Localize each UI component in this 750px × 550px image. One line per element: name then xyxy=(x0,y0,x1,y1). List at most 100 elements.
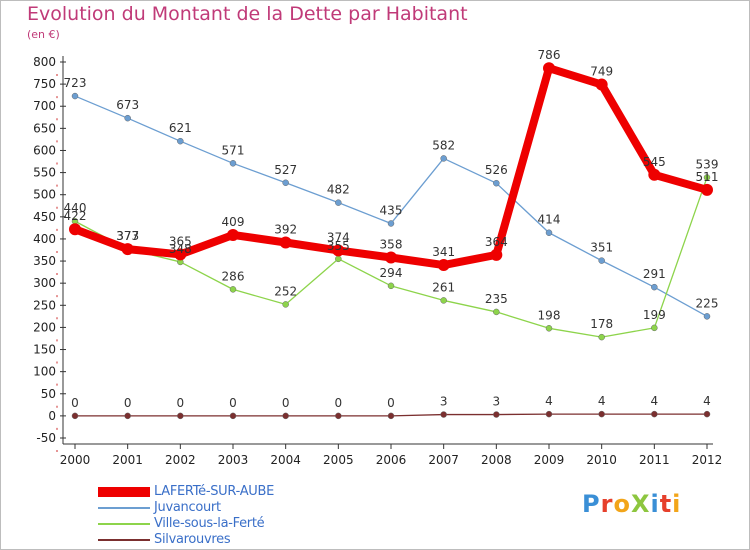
data-label: 435 xyxy=(380,203,403,217)
y-tick-label: 250 xyxy=(33,298,56,312)
data-point xyxy=(121,243,134,256)
x-tick-label: 2004 xyxy=(270,453,301,467)
data-label: 527 xyxy=(274,163,297,177)
data-point xyxy=(174,248,187,261)
data-label: 364 xyxy=(485,235,508,249)
data-point xyxy=(177,137,184,145)
data-point xyxy=(335,255,342,263)
data-label: 571 xyxy=(222,143,245,157)
data-label: 0 xyxy=(229,396,237,410)
data-point xyxy=(385,251,397,264)
legend-swatch xyxy=(98,487,150,497)
data-point xyxy=(124,412,131,420)
data-label: 786 xyxy=(538,48,561,62)
data-label: 511 xyxy=(696,170,719,184)
data-point xyxy=(493,179,500,187)
x-tick-label: 2007 xyxy=(428,453,459,467)
x-tick-label: 2006 xyxy=(376,453,407,467)
data-label: 198 xyxy=(538,308,561,322)
data-label: 482 xyxy=(327,183,350,197)
logo-letter: i xyxy=(650,490,660,518)
legend-swatch xyxy=(98,539,150,541)
data-label: 526 xyxy=(485,163,508,177)
data-label: 673 xyxy=(116,98,139,112)
data-point xyxy=(69,223,81,236)
logo-letter: X xyxy=(630,490,651,518)
y-tick-label: 50 xyxy=(41,387,56,401)
data-point xyxy=(229,412,237,420)
data-label: 291 xyxy=(643,267,666,281)
chart-title: Evolution du Montant de la Dette par Hab… xyxy=(27,3,468,25)
data-label: 4 xyxy=(545,394,553,408)
data-label: 582 xyxy=(432,138,455,152)
data-label: 0 xyxy=(177,396,185,410)
y-tick-label: 500 xyxy=(33,188,56,202)
data-point xyxy=(177,412,184,420)
data-point xyxy=(440,411,447,418)
proxiti-logo: ProXiti xyxy=(582,490,681,518)
chart-unit-label: (en €) xyxy=(27,28,60,41)
data-label: 377 xyxy=(116,229,139,243)
data-point xyxy=(598,257,605,264)
legend-swatch xyxy=(98,523,150,525)
data-label: 235 xyxy=(485,292,508,306)
data-label: 0 xyxy=(335,396,343,410)
data-label: 358 xyxy=(380,238,403,252)
y-tick-label: 0 xyxy=(48,409,56,423)
data-label: 4 xyxy=(598,394,606,408)
data-point xyxy=(282,301,289,308)
data-label: 373 xyxy=(116,229,139,243)
x-tick-label: 2000 xyxy=(60,453,91,467)
data-point xyxy=(229,160,237,167)
legend-label: Silvarouvres xyxy=(154,532,231,547)
y-tick-label: 100 xyxy=(33,365,56,379)
data-point xyxy=(651,324,658,332)
y-tick-label: 400 xyxy=(33,232,56,246)
data-label: 621 xyxy=(169,121,192,135)
data-label: 199 xyxy=(643,308,666,322)
y-tick-label: -50 xyxy=(36,431,56,445)
data-point xyxy=(545,229,553,236)
y-tick-label: 550 xyxy=(33,166,56,180)
data-point xyxy=(71,92,79,100)
data-point xyxy=(545,325,553,332)
data-label: 4 xyxy=(703,394,711,408)
data-point xyxy=(598,333,605,341)
data-point xyxy=(651,410,658,418)
x-tick-label: 2001 xyxy=(112,453,143,467)
data-point xyxy=(71,412,79,420)
data-label: 539 xyxy=(696,157,719,171)
legend-label: LAFERTé-SUR-AUBE xyxy=(154,484,275,499)
y-tick-label: 150 xyxy=(33,343,56,357)
data-label: 545 xyxy=(643,155,666,169)
data-label: 0 xyxy=(282,396,290,410)
data-label: 749 xyxy=(590,65,613,79)
logo-letter: t xyxy=(659,490,673,518)
data-label: 4 xyxy=(651,394,659,408)
data-point xyxy=(282,412,289,420)
data-point xyxy=(335,199,342,206)
logo-letter: r xyxy=(600,490,614,518)
logo-letter: i xyxy=(672,490,682,518)
data-label: 0 xyxy=(71,396,79,410)
data-point xyxy=(493,308,500,316)
data-point xyxy=(229,286,237,293)
data-point xyxy=(703,313,711,320)
data-label: 440 xyxy=(64,201,87,215)
data-point xyxy=(124,114,131,122)
y-tick-label: 650 xyxy=(33,121,56,135)
data-point xyxy=(701,183,713,196)
x-tick-label: 2008 xyxy=(481,453,512,467)
y-tick-label: 350 xyxy=(33,254,56,268)
data-label: 294 xyxy=(380,266,403,280)
data-point xyxy=(335,412,342,420)
data-label: 261 xyxy=(432,280,455,294)
data-point xyxy=(648,168,661,181)
data-label: 409 xyxy=(222,215,245,229)
logo-letter: P xyxy=(582,490,601,518)
data-label: 3 xyxy=(440,395,448,409)
data-label: 374 xyxy=(327,230,350,244)
x-tick-label: 2003 xyxy=(218,453,249,467)
legend-swatch xyxy=(98,507,150,509)
